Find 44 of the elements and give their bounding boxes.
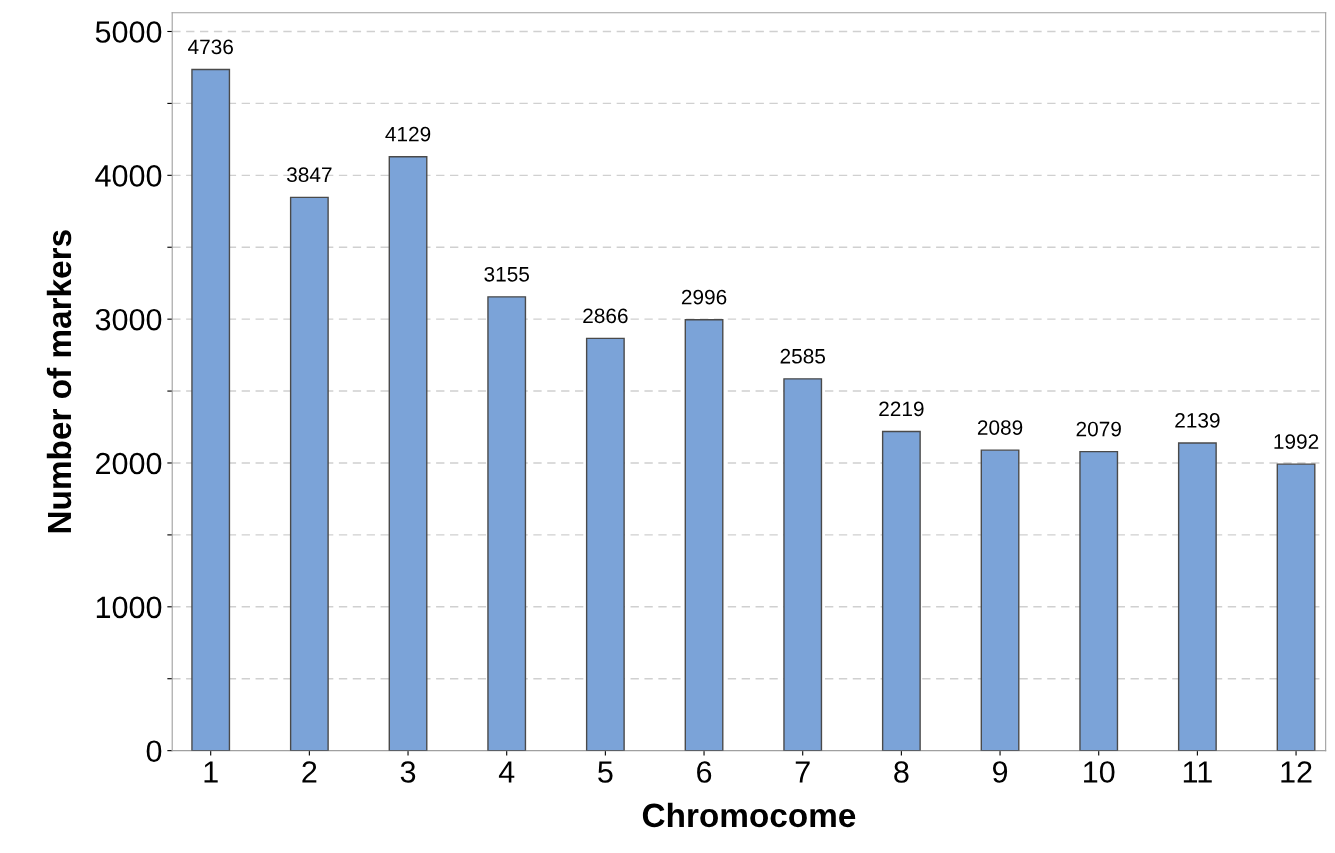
y-tick-label: 5000 [95,21,162,43]
bar [487,296,527,751]
bar [783,378,823,751]
bar [585,337,625,751]
x-tick-label: 9 [992,761,1008,783]
y-tick-label: 2000 [96,452,162,475]
y-tick-label: 4000 [95,165,162,187]
bar [881,430,921,751]
bar [1276,463,1316,751]
data-label: 2996 [681,289,727,305]
data-label: 3847 [286,167,332,183]
x-tick-label: 11 [1183,761,1212,783]
x-tick-label: 5 [598,761,613,783]
y-tick-label: 1000 [96,596,162,619]
x-tick-label: 1 [204,761,218,783]
bar [684,319,724,751]
data-label: 4129 [385,126,431,142]
data-label: 2079 [1076,421,1121,437]
x-tick-label: 4 [498,761,515,783]
bar [289,196,329,751]
data-label: 2139 [1175,413,1220,428]
data-label: 1992 [1274,434,1319,449]
y-tick-label: 3000 [95,308,162,331]
bar [1177,442,1217,751]
data-label: 3155 [484,266,529,282]
x-tick-label: 8 [894,761,909,783]
x-axis-title: Chromocome [642,802,856,828]
x-tick-label: 3 [400,761,416,783]
data-label: 2219 [879,401,924,417]
bar [191,68,231,751]
x-tick-label: 12 [1281,761,1312,783]
x-tick-label: 6 [697,761,712,783]
data-label: 4736 [188,39,233,55]
data-label: 2089 [977,420,1023,435]
data-label: 2585 [780,348,826,364]
x-tick-label: 10 [1084,761,1115,783]
x-tick-label: 7 [795,761,810,783]
x-tick-label: 2 [302,761,317,783]
bar [1079,450,1119,751]
bar [388,156,428,751]
y-tick-label: 0 [146,740,162,763]
y-axis-title: Number of markers [46,230,72,533]
data-label: 2866 [583,308,628,324]
bar [980,449,1020,751]
